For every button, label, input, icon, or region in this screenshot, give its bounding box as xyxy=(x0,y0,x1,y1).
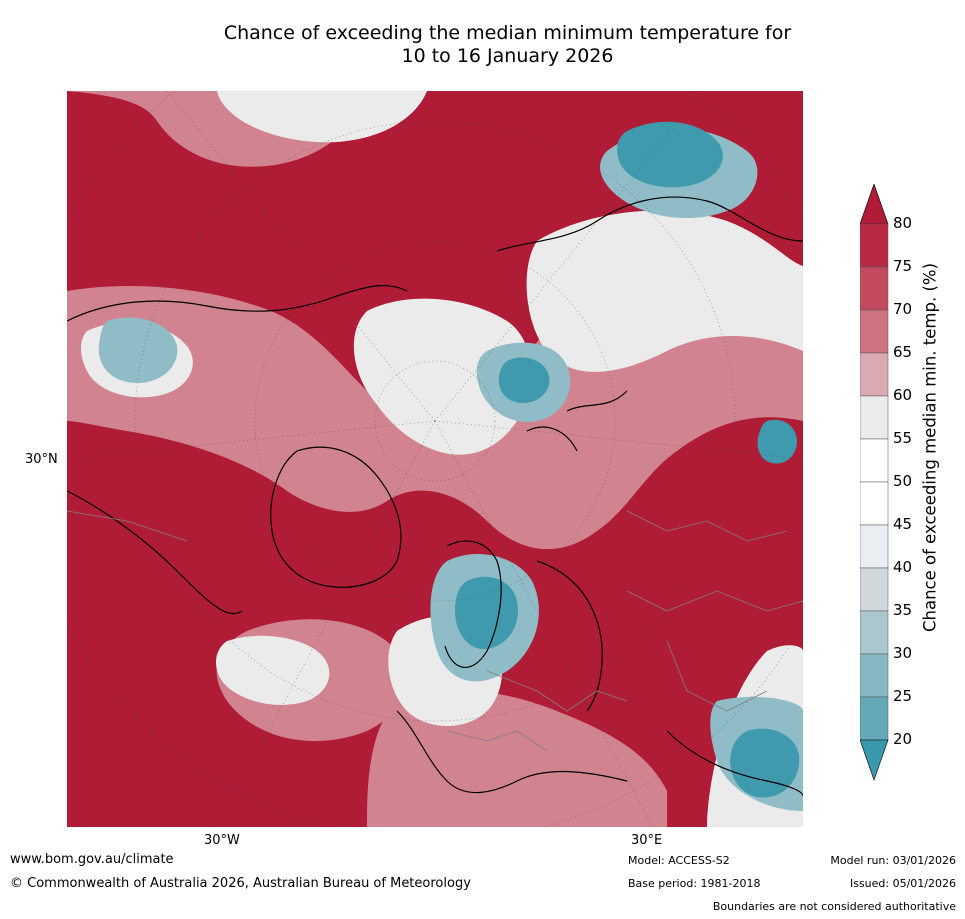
colorbar-block xyxy=(860,438,889,483)
footer-url[interactable]: www.bom.gov.au/climate xyxy=(10,852,174,867)
lon-label-30e: 30°E xyxy=(631,833,663,848)
colorbar-block xyxy=(860,524,889,569)
colorbar-block xyxy=(860,223,889,268)
footer-disclaimer: Boundaries are not considered authoritat… xyxy=(712,900,956,913)
colorbar-tick-label: 35 xyxy=(893,601,913,619)
coastlines xyxy=(67,196,803,797)
colorbar-block xyxy=(860,567,889,612)
country-borders xyxy=(67,510,803,752)
colorbar-tick-label: 45 xyxy=(893,515,913,533)
colorbar-block xyxy=(860,610,889,655)
map-canvas xyxy=(67,91,803,827)
title-line-1: Chance of exceeding the median minimum t… xyxy=(223,22,792,44)
colorbar-tick-label: 30 xyxy=(893,644,913,662)
colorbar-tick-label: 75 xyxy=(893,257,913,275)
graticule xyxy=(67,91,803,827)
colorbar xyxy=(860,184,889,781)
map-title: Chance of exceeding the median minimum t… xyxy=(150,22,865,68)
colorbar-tick-label: 55 xyxy=(893,429,913,447)
footer-base-period: Base period: 1981-2018 xyxy=(628,877,761,890)
colorbar-title: Chance of exceeding median min. temp. (%… xyxy=(920,262,940,633)
colorbar-tick-label: 20 xyxy=(893,730,913,748)
colorbar-block xyxy=(860,352,889,397)
colorbar-block xyxy=(860,481,889,526)
colorbar-over-triangle xyxy=(860,184,889,225)
colorbar-tick-label: 80 xyxy=(893,214,913,232)
probability-map[interactable] xyxy=(67,91,803,827)
colorbar-tick-label: 70 xyxy=(893,300,913,318)
colorbar-block xyxy=(860,395,889,440)
strong-below-median-zones xyxy=(455,121,800,798)
colorbar-block xyxy=(860,696,889,741)
colorbar-tick-label: 50 xyxy=(893,472,913,490)
colorbar-block xyxy=(860,653,889,698)
colorbar-blocks xyxy=(860,184,889,781)
colorbar-block xyxy=(860,266,889,311)
footer-issued: Issued: 05/01/2026 xyxy=(849,877,956,890)
colorbar-tick-label: 60 xyxy=(893,386,913,404)
colorbar-tick-label: 40 xyxy=(893,558,913,576)
footer-model: Model: ACCESS-S2 xyxy=(628,854,730,867)
title-line-2: 10 to 16 January 2026 xyxy=(401,45,614,67)
lon-label-30w: 30°W xyxy=(204,833,240,848)
footer-copyright: © Commonwealth of Australia 2026, Austra… xyxy=(10,876,471,891)
lat-label-30n: 30°N xyxy=(25,452,58,467)
colorbar-block xyxy=(860,309,889,354)
colorbar-tick-label: 25 xyxy=(893,687,913,705)
colorbar-under-triangle xyxy=(860,739,889,781)
footer-model-run: Model run: 03/01/2026 xyxy=(830,854,956,867)
colorbar-tick-label: 65 xyxy=(893,343,913,361)
